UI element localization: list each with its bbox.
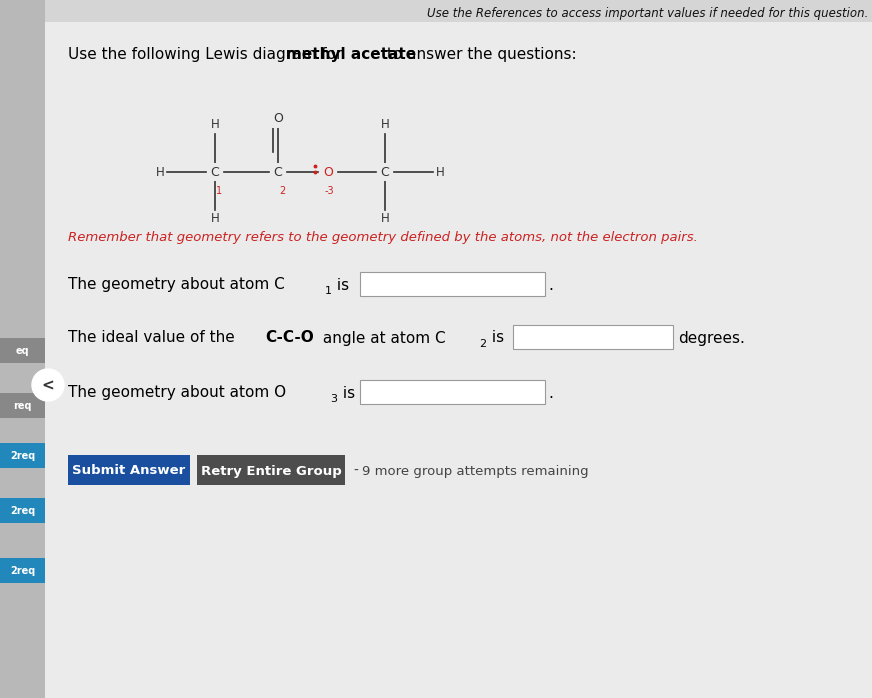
Text: eq: eq bbox=[16, 346, 30, 356]
Text: angle at atom C: angle at atom C bbox=[318, 330, 446, 346]
Text: req: req bbox=[13, 401, 31, 411]
Text: 1: 1 bbox=[325, 286, 332, 296]
Text: H: H bbox=[380, 212, 390, 225]
Text: 9 more group attempts remaining: 9 more group attempts remaining bbox=[362, 464, 589, 477]
Text: 3: 3 bbox=[330, 394, 337, 404]
Text: H: H bbox=[380, 119, 390, 131]
Text: methyl acetate: methyl acetate bbox=[286, 47, 416, 63]
Text: The geometry about atom C: The geometry about atom C bbox=[68, 278, 285, 292]
FancyBboxPatch shape bbox=[0, 0, 45, 698]
Text: O: O bbox=[273, 112, 283, 126]
Text: C: C bbox=[380, 165, 390, 179]
FancyBboxPatch shape bbox=[0, 338, 45, 363]
FancyBboxPatch shape bbox=[0, 443, 45, 468]
Text: H: H bbox=[155, 165, 165, 179]
Text: <: < bbox=[42, 378, 54, 394]
Text: Submit Answer: Submit Answer bbox=[72, 464, 186, 477]
FancyBboxPatch shape bbox=[513, 325, 673, 349]
Text: Use the References to access important values if needed for this question.: Use the References to access important v… bbox=[426, 8, 868, 20]
Text: C: C bbox=[274, 165, 283, 179]
FancyBboxPatch shape bbox=[68, 455, 190, 485]
Text: is: is bbox=[332, 278, 349, 292]
Text: The geometry about atom O: The geometry about atom O bbox=[68, 385, 286, 401]
Text: C-C-O: C-C-O bbox=[265, 330, 314, 346]
FancyBboxPatch shape bbox=[45, 0, 872, 698]
Text: 2req: 2req bbox=[10, 506, 35, 516]
FancyBboxPatch shape bbox=[0, 558, 45, 583]
FancyBboxPatch shape bbox=[0, 498, 45, 523]
FancyBboxPatch shape bbox=[45, 0, 872, 22]
Text: 2: 2 bbox=[479, 339, 486, 349]
Text: C: C bbox=[211, 165, 220, 179]
Text: to answer the questions:: to answer the questions: bbox=[382, 47, 576, 63]
Text: H: H bbox=[436, 165, 445, 179]
Text: .: . bbox=[548, 387, 553, 401]
Text: 2: 2 bbox=[279, 186, 285, 196]
Circle shape bbox=[32, 369, 64, 401]
Text: is: is bbox=[338, 385, 355, 401]
Text: Remember that geometry refers to the geometry defined by the atoms, not the elec: Remember that geometry refers to the geo… bbox=[68, 232, 698, 244]
Text: 2req: 2req bbox=[10, 451, 35, 461]
FancyBboxPatch shape bbox=[360, 380, 545, 404]
Text: degrees.: degrees. bbox=[678, 332, 745, 346]
FancyBboxPatch shape bbox=[360, 272, 545, 296]
Text: 1: 1 bbox=[216, 186, 222, 196]
Text: Use the following Lewis diagram for: Use the following Lewis diagram for bbox=[68, 47, 347, 63]
Text: The ideal value of the: The ideal value of the bbox=[68, 330, 240, 346]
Text: Retry Entire Group: Retry Entire Group bbox=[201, 464, 341, 477]
Text: H: H bbox=[211, 212, 220, 225]
Text: 2req: 2req bbox=[10, 566, 35, 576]
Text: O: O bbox=[323, 165, 333, 179]
FancyBboxPatch shape bbox=[197, 455, 345, 485]
Text: .: . bbox=[548, 279, 553, 293]
Text: -3: -3 bbox=[324, 186, 334, 196]
Text: is: is bbox=[487, 330, 504, 346]
Text: -: - bbox=[353, 464, 358, 478]
Text: H: H bbox=[211, 119, 220, 131]
FancyBboxPatch shape bbox=[0, 393, 45, 418]
